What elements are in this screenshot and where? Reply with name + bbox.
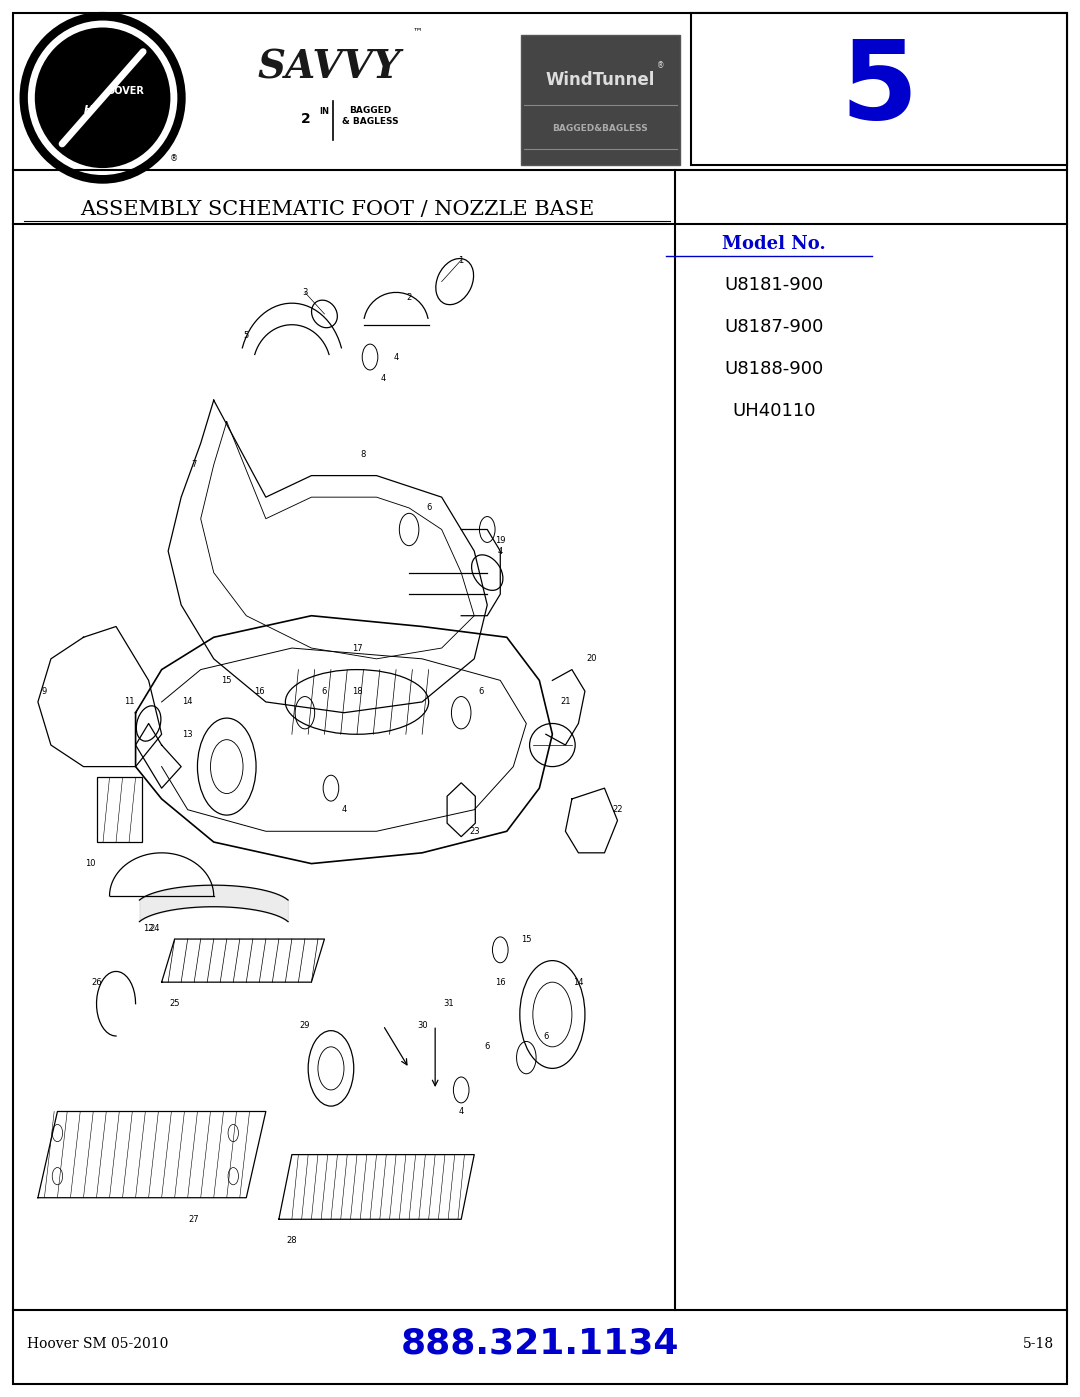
Text: 6: 6	[485, 1042, 490, 1052]
Text: 2: 2	[406, 293, 411, 302]
Text: 27: 27	[189, 1215, 200, 1224]
Text: 9: 9	[42, 687, 48, 696]
Text: ASSEMBLY SCHEMATIC FOOT / NOZZLE BASE: ASSEMBLY SCHEMATIC FOOT / NOZZLE BASE	[80, 200, 594, 219]
Text: 4: 4	[498, 546, 503, 556]
Text: U8187-900: U8187-900	[725, 319, 824, 335]
Text: OOVER: OOVER	[107, 87, 145, 96]
Text: BAGGED
& BAGLESS: BAGGED & BAGLESS	[342, 106, 399, 126]
Text: 5: 5	[840, 35, 918, 142]
Text: 26: 26	[91, 978, 102, 986]
Text: 14: 14	[573, 978, 583, 986]
Text: 4: 4	[393, 352, 399, 362]
Text: 11: 11	[124, 697, 134, 707]
Text: 20: 20	[586, 654, 597, 664]
Text: 22: 22	[612, 805, 623, 814]
Ellipse shape	[37, 29, 170, 166]
Text: 5: 5	[244, 331, 248, 339]
Text: 10: 10	[84, 859, 95, 868]
Text: Hoover SM 05-2010: Hoover SM 05-2010	[27, 1337, 168, 1351]
Text: 12: 12	[144, 923, 153, 933]
Text: SAVVY: SAVVY	[258, 47, 401, 87]
Text: 1: 1	[459, 256, 463, 264]
Text: 21: 21	[561, 697, 570, 707]
Text: 3: 3	[302, 288, 308, 298]
Text: 6: 6	[478, 687, 484, 696]
Text: 14: 14	[183, 697, 193, 707]
Text: 7: 7	[191, 461, 197, 469]
Ellipse shape	[31, 24, 174, 172]
Bar	[691, 13, 1067, 165]
Text: 6: 6	[426, 503, 431, 513]
Text: WindTunnel: WindTunnel	[545, 71, 656, 89]
Text: 6: 6	[543, 1031, 549, 1041]
Text: IN: IN	[319, 108, 329, 116]
Text: 16: 16	[254, 687, 265, 696]
Bar	[521, 35, 680, 165]
Text: 4: 4	[341, 805, 347, 814]
Bar	[96, 777, 143, 842]
Text: 888.321.1134: 888.321.1134	[401, 1327, 679, 1361]
Text: 4: 4	[380, 374, 386, 383]
Ellipse shape	[22, 14, 184, 182]
Text: H: H	[83, 105, 93, 116]
Text: 4: 4	[459, 1106, 463, 1116]
Text: 19: 19	[495, 536, 505, 545]
Text: 24: 24	[150, 923, 160, 933]
Text: 28: 28	[286, 1236, 297, 1245]
Text: 17: 17	[352, 644, 362, 652]
Text: 31: 31	[443, 999, 454, 1009]
Text: 16: 16	[495, 978, 505, 986]
Text: U8181-900: U8181-900	[725, 277, 824, 293]
Text: U8188-900: U8188-900	[725, 360, 824, 377]
Text: BAGGED&BAGLESS: BAGGED&BAGLESS	[553, 124, 648, 133]
Text: ®: ®	[170, 154, 178, 162]
Text: 13: 13	[183, 729, 193, 739]
Text: 5-18: 5-18	[1023, 1337, 1054, 1351]
Text: 23: 23	[469, 827, 480, 835]
Text: 30: 30	[417, 1021, 428, 1030]
Text: ®: ®	[658, 61, 665, 71]
Text: 15: 15	[221, 676, 232, 685]
Text: 8: 8	[361, 450, 366, 458]
Text: UH40110: UH40110	[732, 402, 816, 419]
Text: ™: ™	[413, 25, 423, 36]
Text: Model No.: Model No.	[723, 236, 826, 253]
Text: 6: 6	[322, 687, 327, 696]
Text: 25: 25	[170, 999, 180, 1009]
Text: 29: 29	[299, 1021, 310, 1030]
Text: 18: 18	[352, 687, 362, 696]
Text: 2: 2	[300, 112, 311, 126]
Text: 15: 15	[521, 935, 531, 943]
